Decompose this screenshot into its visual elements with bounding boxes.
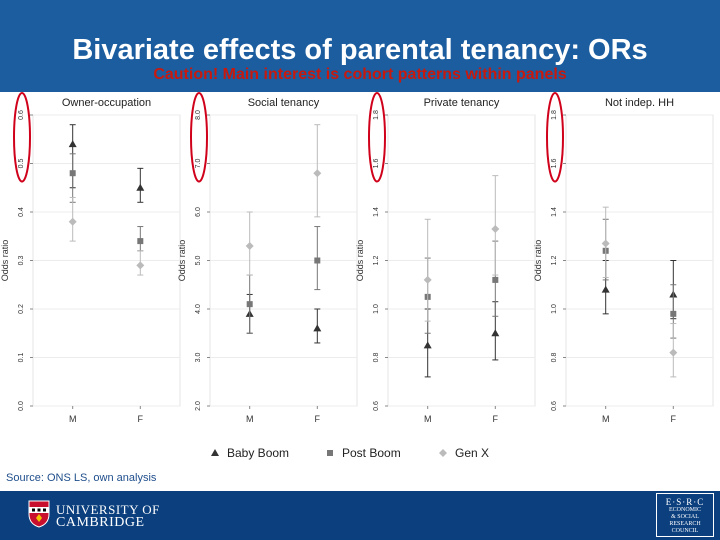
panel-charts: Owner-occupation 0.0 0.1 0.2 0.3 0.4 0.5 0.6 Odd… xyxy=(0,92,714,460)
data-point-baby-boom xyxy=(491,329,500,337)
y-axis-label: Odds ratio xyxy=(355,240,365,282)
legend-marker-baby-boom xyxy=(211,449,219,456)
y-tick-label: 1.2 xyxy=(373,256,380,266)
highlight-ellipse xyxy=(546,92,564,183)
legend-label: Post Boom xyxy=(342,446,401,460)
y-tick-label: 0.8 xyxy=(373,353,380,363)
esrc-line: RESEARCH xyxy=(669,521,701,527)
data-point-gen-x xyxy=(601,239,610,248)
y-axis-label: Odds ratio xyxy=(533,240,543,282)
data-point-baby-boom xyxy=(68,140,77,148)
data-point-gen-x xyxy=(245,241,254,250)
data-point-gen-x xyxy=(68,217,77,226)
data-point-baby-boom xyxy=(423,341,432,349)
y-tick-label: 8.0 xyxy=(195,110,202,120)
y-tick-label: 0.0 xyxy=(18,401,25,411)
panel-title: Private tenancy xyxy=(424,97,500,109)
panel-title: Not indep. HH xyxy=(605,97,674,109)
footer-band xyxy=(0,491,720,540)
y-tick-label: 6.0 xyxy=(195,207,202,217)
data-point-baby-boom xyxy=(313,324,322,332)
highlight-ellipse xyxy=(368,92,386,183)
y-tick-label: 0.6 xyxy=(18,110,25,120)
slide-title: Bivariate effects of parental tenancy: O… xyxy=(72,34,648,66)
y-tick-label: 5.0 xyxy=(195,256,202,266)
y-tick-label: 1.8 xyxy=(551,110,558,120)
y-tick-label: 0.4 xyxy=(18,207,25,217)
y-tick-label: 7.0 xyxy=(195,159,202,169)
legend-label: Baby Boom xyxy=(227,446,289,460)
x-tick-label: M xyxy=(246,414,254,424)
esrc-line: & SOCIAL xyxy=(671,514,699,520)
data-point-baby-boom xyxy=(136,183,145,191)
esrc-line: COUNCIL xyxy=(671,528,699,534)
legend-marker-gen-x xyxy=(439,449,447,457)
panel-title: Owner-occupation xyxy=(62,97,151,109)
y-tick-label: 1.6 xyxy=(551,159,558,169)
y-tick-label: 0.2 xyxy=(18,304,25,314)
source-note: Source: ONS LS, own analysis xyxy=(6,472,157,484)
y-tick-label: 1.0 xyxy=(373,304,380,314)
data-point-gen-x xyxy=(136,261,145,270)
cambridge-crest-icon xyxy=(28,500,50,528)
x-tick-label: F xyxy=(138,414,144,424)
y-tick-label: 2.0 xyxy=(195,401,202,411)
y-tick-label: 1.0 xyxy=(551,304,558,314)
data-point-post-boom xyxy=(69,170,76,177)
x-tick-label: M xyxy=(602,414,610,424)
y-axis-label: Odds ratio xyxy=(177,240,187,282)
x-tick-label: F xyxy=(315,414,321,424)
esrc-line: ECONOMIC xyxy=(668,507,701,513)
y-axis-label: Odds ratio xyxy=(0,240,10,282)
data-point-gen-x xyxy=(423,275,432,284)
data-point-post-boom xyxy=(670,310,677,317)
university-line1: UNIVERSITY OF xyxy=(56,502,160,517)
university-wordmark: UNIVERSITY OF CAMBRIDGE xyxy=(56,502,160,530)
y-tick-label: 1.2 xyxy=(551,256,558,266)
y-tick-label: 0.3 xyxy=(18,256,25,266)
header-band xyxy=(0,0,720,92)
legend-label: Gen X xyxy=(455,446,489,460)
y-tick-label: 1.8 xyxy=(373,110,380,120)
data-point-baby-boom xyxy=(601,285,610,293)
y-tick-label: 0.5 xyxy=(18,159,25,169)
y-tick-label: 1.4 xyxy=(551,207,558,217)
legend-marker-post-boom xyxy=(327,450,333,456)
y-tick-label: 0.8 xyxy=(551,353,558,363)
x-tick-label: F xyxy=(493,414,499,424)
y-tick-label: 1.6 xyxy=(373,159,380,169)
esrc-logo: E·S·R·C ECONOMIC & SOCIAL RESEARCH COUNC… xyxy=(656,493,714,537)
data-point-gen-x xyxy=(669,348,678,357)
panel-title: Social tenancy xyxy=(248,97,320,109)
y-tick-label: 0.1 xyxy=(18,353,25,363)
data-point-post-boom xyxy=(314,257,321,264)
esrc-line: E·S·R·C xyxy=(665,497,705,507)
data-point-gen-x xyxy=(491,224,500,233)
y-tick-label: 3.0 xyxy=(195,353,202,363)
data-point-post-boom xyxy=(246,301,253,308)
caution-note: Caution! Main interest is cohort pattern… xyxy=(153,66,567,83)
x-tick-label: M xyxy=(424,414,432,424)
data-point-post-boom xyxy=(137,238,144,245)
x-tick-label: M xyxy=(69,414,77,424)
highlight-ellipse xyxy=(13,92,31,183)
y-tick-label: 0.6 xyxy=(551,401,558,411)
y-tick-label: 1.4 xyxy=(373,207,380,217)
data-point-post-boom xyxy=(492,276,499,283)
y-tick-label: 4.0 xyxy=(195,304,202,314)
y-tick-label: 0.6 xyxy=(373,401,380,411)
data-point-gen-x xyxy=(313,169,322,178)
university-line2: CAMBRIDGE xyxy=(56,515,145,530)
highlight-ellipse xyxy=(190,92,208,183)
x-tick-label: F xyxy=(671,414,677,424)
